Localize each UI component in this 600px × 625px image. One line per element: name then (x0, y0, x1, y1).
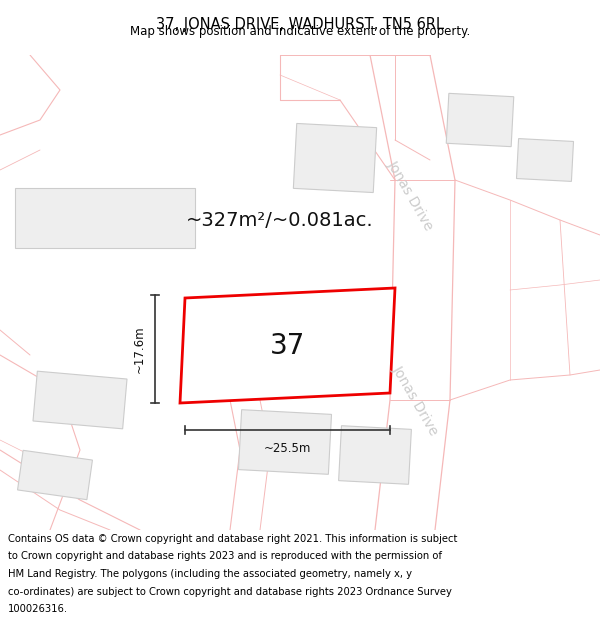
Text: Jonas Drive: Jonas Drive (389, 362, 440, 438)
Text: to Crown copyright and database rights 2023 and is reproduced with the permissio: to Crown copyright and database rights 2… (8, 551, 442, 561)
Polygon shape (338, 426, 412, 484)
Polygon shape (446, 93, 514, 147)
Text: 100026316.: 100026316. (8, 604, 68, 614)
Text: Jonas Drive: Jonas Drive (385, 158, 436, 232)
Text: ~17.6m: ~17.6m (133, 325, 146, 372)
Polygon shape (238, 409, 332, 474)
Polygon shape (517, 139, 574, 181)
Text: ~25.5m: ~25.5m (264, 442, 311, 455)
Polygon shape (17, 451, 92, 499)
Polygon shape (180, 288, 395, 403)
Text: Map shows position and indicative extent of the property.: Map shows position and indicative extent… (130, 26, 470, 39)
Text: 37, JONAS DRIVE, WADHURST, TN5 6RL: 37, JONAS DRIVE, WADHURST, TN5 6RL (156, 16, 444, 31)
Polygon shape (227, 312, 365, 380)
Text: Contains OS data © Crown copyright and database right 2021. This information is : Contains OS data © Crown copyright and d… (8, 534, 457, 544)
Polygon shape (293, 124, 377, 192)
Polygon shape (33, 371, 127, 429)
Text: ~327m²/~0.081ac.: ~327m²/~0.081ac. (186, 211, 374, 229)
Text: co-ordinates) are subject to Crown copyright and database rights 2023 Ordnance S: co-ordinates) are subject to Crown copyr… (8, 586, 452, 596)
Polygon shape (15, 188, 195, 248)
Text: 37: 37 (270, 331, 305, 359)
Text: HM Land Registry. The polygons (including the associated geometry, namely x, y: HM Land Registry. The polygons (includin… (8, 569, 412, 579)
